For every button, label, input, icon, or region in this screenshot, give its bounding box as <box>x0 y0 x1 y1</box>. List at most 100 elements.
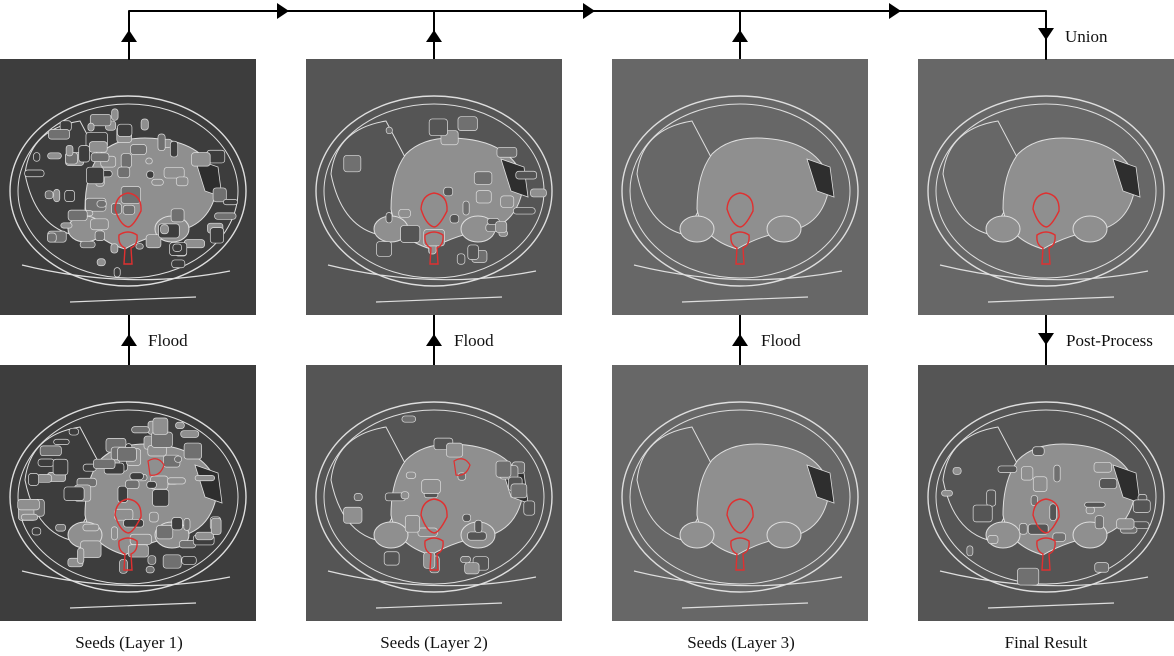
segment-cell <box>446 442 464 458</box>
bottom-panel-seeds-layer-1 <box>0 365 256 621</box>
segment-cell <box>170 208 185 223</box>
segment-cell <box>175 421 185 430</box>
arrow-right-icon <box>889 3 901 19</box>
segment-cell <box>467 244 479 260</box>
stomach-seed-outline <box>147 458 165 476</box>
table-line <box>681 296 809 303</box>
segment-cell <box>166 477 186 485</box>
segment-cell <box>1093 461 1113 473</box>
arrow-up-icon <box>426 30 442 42</box>
stomach-seed-outline <box>453 458 471 476</box>
segment-cell <box>122 204 136 215</box>
segment-cell <box>86 166 105 185</box>
segment-cell <box>145 566 155 574</box>
dark-region <box>500 158 529 198</box>
arrow-down-icon <box>1038 333 1054 345</box>
segment-cell <box>460 556 471 564</box>
segment-cell <box>174 455 183 463</box>
body-inner-outline <box>935 409 1157 585</box>
segment-cell <box>428 118 448 136</box>
left-kidney <box>679 215 715 243</box>
segment-cell <box>152 417 169 435</box>
segment-cell <box>473 171 493 185</box>
arrow-right-icon <box>277 3 289 19</box>
segment-cell <box>117 166 131 178</box>
seed-outline-group <box>1032 498 1060 571</box>
table-curve <box>633 264 843 281</box>
segment-cell <box>89 113 112 127</box>
segment-cell <box>169 140 179 158</box>
segment-cell <box>123 519 144 528</box>
table-curve <box>21 264 231 281</box>
segment-cell <box>114 508 134 521</box>
segment-cell <box>129 472 144 481</box>
segment-cell <box>65 144 74 157</box>
segment-cell <box>93 458 116 469</box>
segment-cell <box>495 221 508 233</box>
segment-cell <box>214 212 237 220</box>
dark-region <box>806 158 835 198</box>
table-line <box>375 602 503 609</box>
bottom-panel-seeds-layer-3 <box>612 365 868 621</box>
segment-cell <box>47 152 62 160</box>
segment-cell <box>1053 464 1061 483</box>
segment-cell <box>952 467 962 475</box>
segment-cell <box>147 555 157 565</box>
segment-cell <box>510 483 528 499</box>
segment-cell <box>145 234 162 249</box>
top-panel-merged-layer-2 <box>306 59 562 315</box>
segment-cell <box>1132 499 1151 513</box>
segment-cell <box>96 200 107 208</box>
segment-cell <box>151 178 164 186</box>
connector-lines <box>128 10 1047 365</box>
body-inner-outline <box>323 409 545 585</box>
segment-cell <box>343 506 363 524</box>
segment-cell <box>180 430 200 438</box>
segment-cell <box>163 167 185 179</box>
segment-cell <box>53 188 61 203</box>
segment-cell <box>1052 532 1066 542</box>
right-kidney <box>766 215 802 243</box>
segment-cell <box>495 460 512 478</box>
segment-cell <box>119 559 128 574</box>
segment-cell <box>175 176 189 187</box>
vertebra-seed-outline <box>726 498 754 534</box>
segment-cell <box>462 513 472 522</box>
segment-cell <box>343 155 362 173</box>
spine-seed-outline <box>424 537 444 571</box>
table-curve <box>327 264 537 281</box>
segment-cell <box>987 534 999 544</box>
segment-cell <box>1049 503 1057 521</box>
dark-region <box>194 464 223 504</box>
segment-cell <box>77 547 85 565</box>
segment-cell <box>966 545 974 557</box>
segment-cell <box>89 141 108 153</box>
segment-cell <box>1020 466 1034 481</box>
table-curve <box>633 570 843 587</box>
table-line <box>69 602 197 609</box>
segment-cell <box>515 170 538 180</box>
segment-cell <box>385 126 393 135</box>
segment-cell <box>1019 523 1028 535</box>
right-kidney <box>766 521 802 549</box>
segment-cell <box>135 243 144 250</box>
segment-cell <box>941 489 953 497</box>
arrow-up-icon <box>121 334 137 346</box>
segment-cell <box>113 267 121 278</box>
segment-cell <box>986 489 997 507</box>
body-outline <box>621 95 859 287</box>
segment-cell <box>401 415 417 423</box>
spine-seed-outline <box>424 231 444 265</box>
vertebra-seed-outline <box>114 192 142 228</box>
segment-cell <box>130 144 147 155</box>
segment-cell <box>385 212 393 224</box>
left-kidney <box>985 215 1021 243</box>
bottom-panel-final-result <box>918 365 1174 621</box>
segment-cell <box>68 427 79 436</box>
body-outline <box>9 401 247 593</box>
body-inner-outline <box>17 103 239 279</box>
segment-cell <box>353 493 363 501</box>
left-kidney <box>679 521 715 549</box>
vertebra-seed-outline <box>726 192 754 228</box>
